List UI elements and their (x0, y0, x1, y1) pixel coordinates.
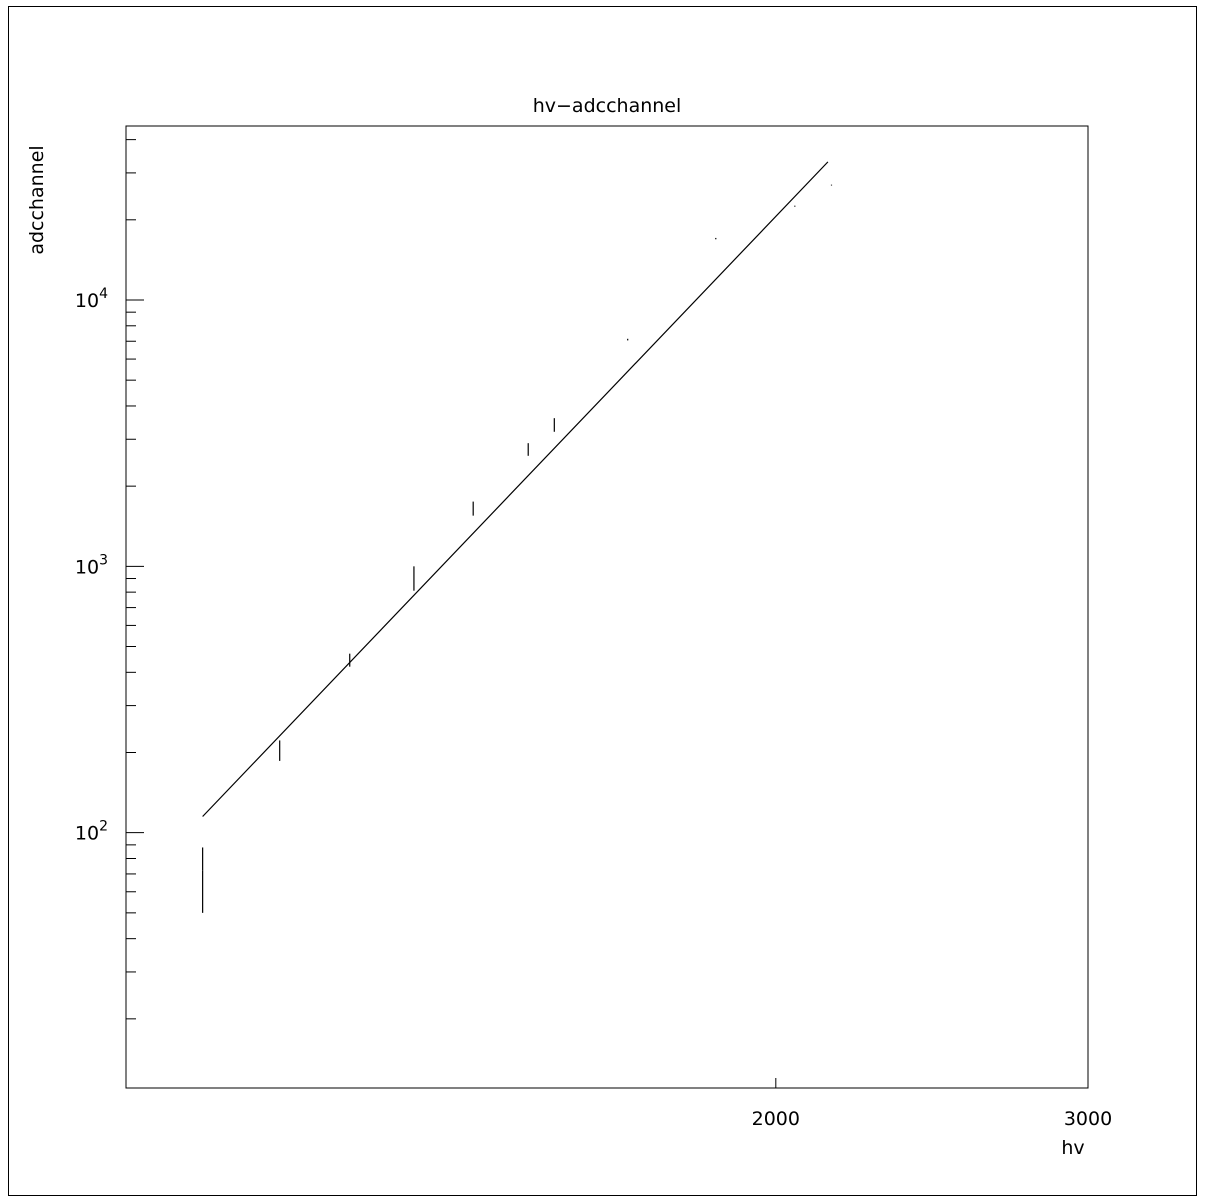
canvas-frame (8, 6, 1197, 1196)
chart-title: hv−adcchannel (533, 95, 682, 117)
y-tick-label: 103 (75, 552, 108, 578)
y-axis-label: adcchannel (26, 145, 48, 254)
y-tick-label: 104 (75, 286, 108, 312)
y-tick-label-base: 10 (75, 556, 99, 578)
fit-line-group (202, 161, 829, 817)
y-tick-label-base: 10 (75, 823, 99, 845)
fit-line (202, 161, 829, 817)
plot-frame (125, 125, 1089, 1089)
y-tick-label-base: 10 (75, 290, 99, 312)
data-points (202, 184, 833, 913)
y-tick-label-exponent: 3 (99, 552, 108, 568)
y-tick-label-exponent: 2 (99, 819, 108, 835)
x-tick-label: 2000 (752, 1108, 800, 1130)
y-tick-label: 102 (75, 819, 108, 845)
y-tick-label-exponent: 4 (99, 286, 108, 302)
x-tick-label: 3000 (1064, 1108, 1112, 1130)
x-axis-label: hv (1061, 1137, 1084, 1159)
